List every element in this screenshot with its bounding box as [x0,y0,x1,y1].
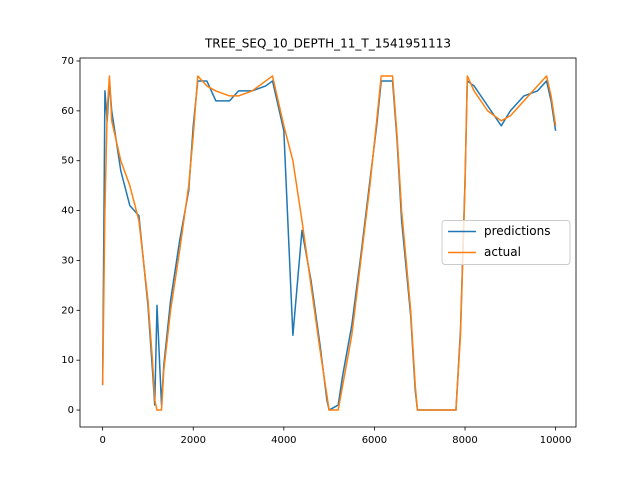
y-tick-label: 20 [61,305,74,316]
y-tick-label: 30 [61,255,74,266]
y-tick-label: 70 [61,56,74,67]
x-tick-label: 8000 [452,435,477,446]
y-tick-label: 10 [61,355,74,366]
y-tick-label: 0 [68,405,74,416]
chart-title: TREE_SEQ_10_DEPTH_11_T_1541951113 [204,37,451,51]
y-tick-label: 50 [61,156,74,167]
data-line [101,75,557,411]
x-tick-label: 10000 [540,435,572,446]
plot-frame [79,57,577,428]
x-tick-label: 4000 [271,435,296,446]
y-tick-label: 40 [61,206,74,217]
legend-label: actual [484,245,521,259]
legend-label: predictions [484,224,550,238]
x-tick-label: 6000 [362,435,387,446]
x-tick-label: 2000 [181,435,206,446]
x-tick-label: 0 [99,435,105,446]
y-tick-label: 60 [61,106,74,117]
